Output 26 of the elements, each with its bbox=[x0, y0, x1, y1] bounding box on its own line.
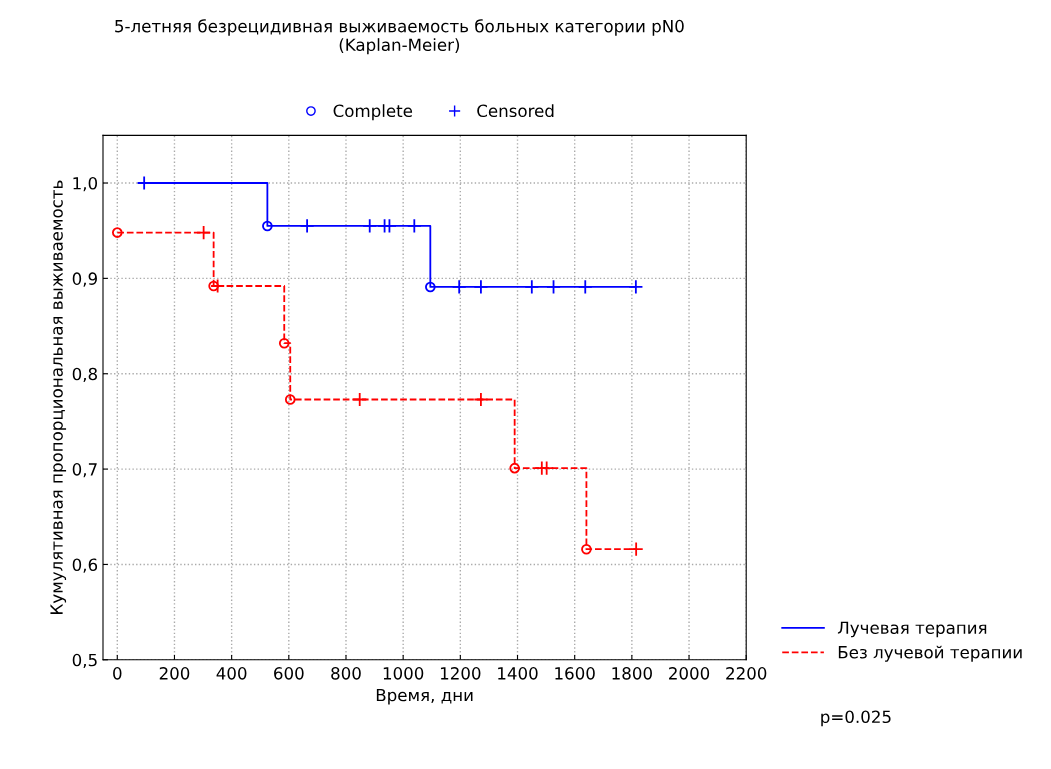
y-tick-label: 0,8 bbox=[72, 367, 97, 382]
x-tick-label: 800 bbox=[331, 667, 361, 680]
y-axis-title: Кумулятивная пропорциональная выживаемость bbox=[50, 180, 67, 614]
text: p=0.025 bbox=[821, 710, 891, 727]
y-tick-label: 1,0 bbox=[73, 176, 98, 192]
x-tick-label: 1600 bbox=[555, 667, 595, 680]
x-tick-label: 1800 bbox=[612, 667, 652, 680]
x-tick-label: 1000 bbox=[383, 667, 424, 680]
x-tick-label: 200 bbox=[159, 667, 190, 680]
legend-label: Complete bbox=[333, 104, 413, 121]
legend-label: Лучевая терапия bbox=[837, 621, 987, 638]
x-tick-label: 600 bbox=[274, 667, 304, 680]
x-axis-title: Время, дни bbox=[376, 688, 473, 705]
x-tick-label: 0 bbox=[113, 667, 122, 680]
x-tick-label: 2200 bbox=[726, 667, 767, 680]
x-tick-label: 400 bbox=[216, 667, 247, 680]
x-tick-label: 2000 bbox=[669, 667, 710, 680]
y-tick-label: 0,7 bbox=[72, 463, 97, 478]
x-tick-label: 1400 bbox=[498, 667, 538, 680]
y-tick-label: 0,9 bbox=[72, 272, 97, 287]
x-tick-label: 1200 bbox=[440, 667, 481, 680]
y-tick-label: 0,5 bbox=[72, 653, 97, 669]
y-tick-label: 0,6 bbox=[72, 558, 98, 573]
legend-label: Censored bbox=[477, 104, 554, 118]
chart-title: 5-летняя безрецидивная выживаемость больных категории pN0 (Kaplan-Meier) bbox=[115, 19, 684, 55]
legend-label: Без лучевой терапии bbox=[838, 645, 1022, 662]
